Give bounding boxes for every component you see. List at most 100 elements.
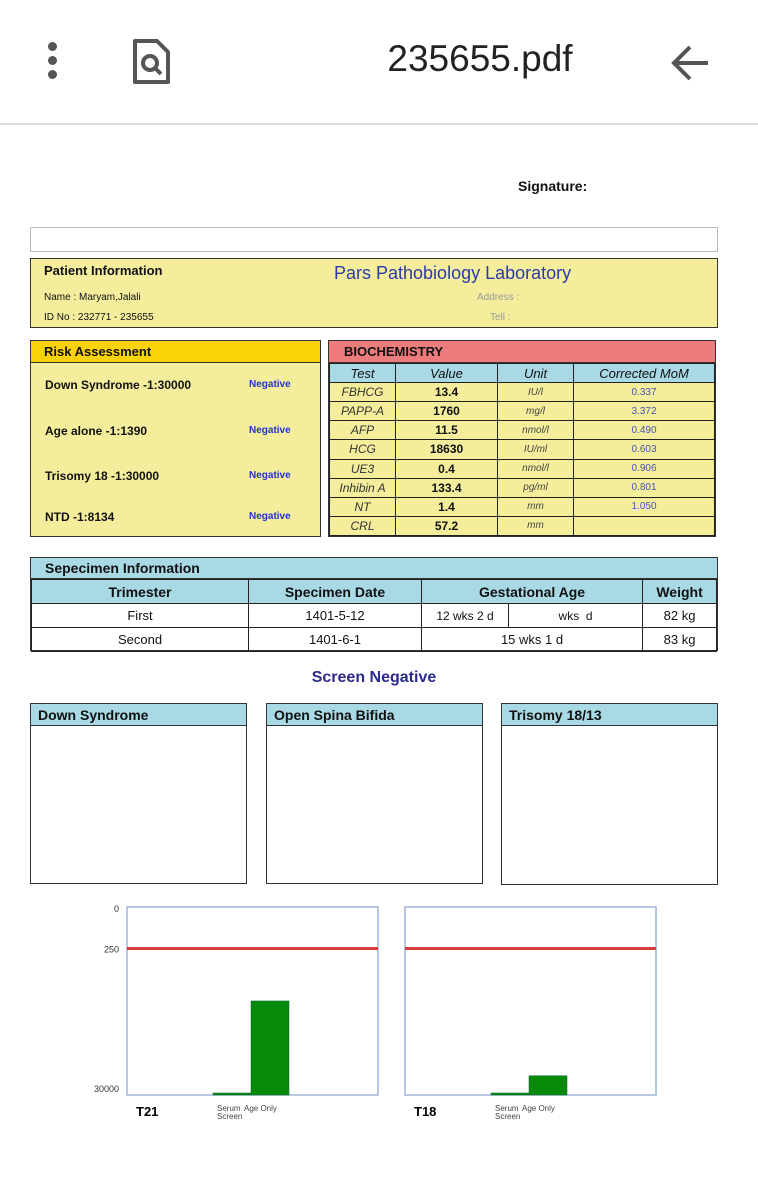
patient-name: Name : Maryam,Jalali (44, 292, 141, 303)
cell: 0.490 (573, 420, 715, 441)
cell: 1401-6-1 (248, 627, 422, 652)
bar-age-only (250, 1000, 290, 1096)
chart-title: T18 (414, 1104, 436, 1119)
cell: 0.906 (573, 458, 715, 479)
cell: 57.2 (395, 515, 498, 537)
table-row: AFP 11.5 nmol/l 0.490 (329, 420, 715, 441)
cell: mm (497, 496, 574, 517)
y-tick-label: 0 (114, 904, 119, 914)
cell: mm (497, 515, 574, 537)
table-row: UE3 0.4 nmol/l 0.906 (329, 458, 715, 479)
cell: 15 wks 1 d (420, 627, 644, 652)
cell: CRL (329, 515, 396, 537)
cell: 1760 (395, 401, 498, 422)
patient-tel: Tell : (490, 312, 511, 323)
table-row: FBHCG 13.4 IU/l 0.337 (329, 382, 715, 403)
col-value: Value (395, 362, 498, 384)
cell: 1.4 (395, 496, 498, 517)
y-tick-label: 250 (104, 944, 119, 954)
cell: Second (31, 627, 249, 652)
category-label: Age Only (522, 1104, 555, 1113)
risk-assessment: Risk Assessment Down Syndrome -1:30000 N… (30, 340, 321, 537)
blank-field (30, 227, 718, 252)
cell: wks d (507, 603, 644, 628)
risk-status: Negative (249, 511, 291, 522)
panel-down-syndrome: Down Syndrome (30, 703, 247, 884)
screen-result: Screen Negative (311, 669, 437, 686)
col-date: Specimen Date (248, 579, 422, 604)
cell: 133.4 (395, 477, 498, 498)
cell: UE3 (329, 458, 396, 479)
plot-area (404, 906, 657, 1096)
lab-name: Pars Pathobiology Laboratory (334, 263, 572, 283)
patient-id: ID No : 232771 - 235655 (44, 312, 154, 323)
cell: 1401-5-12 (248, 603, 422, 628)
cell: nmol/l (497, 458, 574, 479)
cell: IU/ml (497, 439, 574, 460)
cell: 12 wks 2 d (421, 603, 509, 628)
cell: 13.4 (395, 382, 498, 403)
cell: PAPP-A (329, 401, 396, 422)
cell: FBHCG (329, 382, 396, 403)
risk-status: Negative (249, 425, 291, 436)
table-row: HCG 18630 IU/ml 0.603 (329, 439, 715, 460)
table-row: Inhibin A 133.4 pg/ml 0.801 (329, 477, 715, 498)
signature-label: Signature: (518, 178, 588, 194)
cell: 1.050 (573, 496, 715, 517)
col-trimester: Trimester (31, 579, 249, 604)
patient-information: Patient Information Pars Pathobiology La… (30, 258, 718, 328)
category-label: Serum Screen (495, 1104, 520, 1121)
cell: 0.801 (573, 477, 715, 498)
specimen-information: Sepecimen Information Trimester Specimen… (30, 557, 718, 652)
cell: 18630 (395, 439, 498, 460)
chart-title: T21 (136, 1104, 158, 1119)
cell: HCG (329, 439, 396, 460)
risk-ntd: NTD -1:8134 (45, 510, 115, 524)
cell: Inhibin A (329, 477, 396, 498)
col-unit: Unit (497, 362, 574, 384)
risk-status: Negative (249, 379, 291, 390)
col-weight: Weight (642, 579, 717, 604)
app-bar: 235655.pdf (0, 0, 758, 125)
back-arrow-icon[interactable] (670, 44, 712, 82)
cell: 82 kg (642, 603, 717, 628)
cell: 0.4 (395, 458, 498, 479)
risk-age-alone: Age alone -1:1390 (45, 424, 148, 438)
table-row: First 1401-5-12 12 wks 2 d wks d 82 kg (31, 603, 717, 628)
cell: 83 kg (642, 627, 717, 652)
cell: IU/l (497, 382, 574, 403)
panel-heading: Open Spina Bifida (267, 704, 482, 726)
cell (573, 515, 715, 537)
cell: 0.603 (573, 439, 715, 460)
cell: 3.372 (573, 401, 715, 422)
table-row: CRL 57.2 mm (329, 515, 715, 537)
risk-status: Negative (249, 470, 291, 481)
cell: pg/ml (497, 477, 574, 498)
cell: NT (329, 496, 396, 517)
bar-age-only (528, 1075, 568, 1096)
patient-address: Address : (477, 292, 520, 303)
cell: 0.337 (573, 382, 715, 403)
cell: mg/l (497, 401, 574, 422)
panel-heading: Down Syndrome (31, 704, 246, 726)
category-label: Serum Screen (217, 1104, 242, 1121)
col-ga: Gestational Age (420, 579, 644, 604)
panel-heading: Trisomy 18/13 (502, 704, 717, 726)
col-mom: Corrected MoM (573, 362, 715, 384)
y-tick-label: 30000 (94, 1084, 119, 1094)
col-test: Test (329, 362, 396, 384)
panel-open-spina-bifida: Open Spina Bifida (266, 703, 483, 884)
patient-heading: Patient Information (44, 263, 163, 278)
bar-serum-screen (212, 1092, 252, 1096)
risk-trisomy-18: Trisomy 18 -1:30000 (45, 469, 160, 483)
risk-down-syndrome: Down Syndrome -1:30000 (45, 378, 192, 392)
cell: nmol/l (497, 420, 574, 441)
bar-serum-screen (490, 1092, 530, 1096)
cell: 11.5 (395, 420, 498, 441)
panel-trisomy: Trisomy 18/13 (501, 703, 718, 885)
biochem-heading: BIOCHEMISTRY (329, 341, 715, 363)
specimen-heading: Sepecimen Information (31, 558, 717, 579)
more-vert-icon[interactable] (0, 38, 100, 83)
search-document-icon[interactable] (130, 38, 172, 86)
